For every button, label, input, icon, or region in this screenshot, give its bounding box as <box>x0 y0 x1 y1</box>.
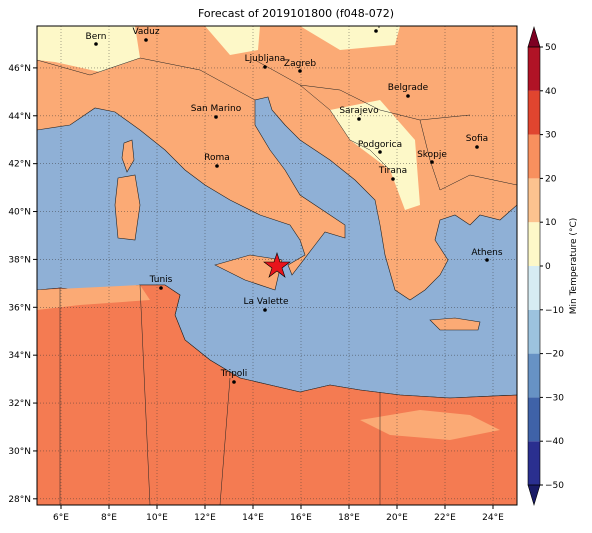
colorbar-tick-label: −40 <box>545 437 564 447</box>
city-label: Bern <box>86 32 107 42</box>
colorbar-extend-min <box>527 484 541 507</box>
city-label: Skopje <box>417 150 447 160</box>
crete <box>429 317 481 331</box>
city-label: Sofia <box>466 134 488 144</box>
city-dot <box>430 160 434 164</box>
city-dot <box>263 308 267 312</box>
colorbar-band <box>528 397 540 442</box>
city-label: Zagreb <box>284 59 316 69</box>
colorbar-tick-label: 50 <box>545 43 557 53</box>
x-tick-label: 6°E <box>53 513 69 523</box>
colorbar-tick-label: −20 <box>545 350 564 360</box>
city-dot <box>357 117 361 121</box>
x-tick-label: 16°E <box>290 513 312 523</box>
x-tick-label: 12°E <box>194 513 216 523</box>
city-label: Tripoli <box>220 369 248 379</box>
axes: 6°E 8°E 10°E 12°E 14°E 16°E 18°E 20°E 22°E 24°E 28… <box>8 64 504 523</box>
y-tick-label: 44°N <box>8 112 31 122</box>
y-tick-label: 40°N <box>8 208 31 218</box>
city-label: Athens <box>471 248 502 258</box>
highland <box>205 26 260 55</box>
y-tick-label: 34°N <box>8 351 31 361</box>
city-dot <box>485 258 489 262</box>
colorbar-tick-label: −30 <box>545 393 564 403</box>
colorbar-band <box>528 90 540 135</box>
alps <box>37 26 140 72</box>
colorbar-label: Min Temperature (°C) <box>569 218 579 315</box>
colorbar-tick-label: 10 <box>545 218 557 228</box>
city-dot <box>214 115 218 119</box>
city-label: Podgorica <box>358 140 402 150</box>
city-dot <box>374 29 378 33</box>
sardinia <box>114 174 141 241</box>
colorbar-band <box>528 309 540 354</box>
desert-high <box>360 410 500 440</box>
city-dot <box>391 177 395 181</box>
city-label: Budapest <box>355 19 398 29</box>
colorbar-band <box>528 441 540 485</box>
city-dot <box>298 69 302 73</box>
y-tick-label: 38°N <box>8 255 31 265</box>
atlas <box>37 285 150 310</box>
colorbar-band <box>528 353 540 398</box>
colorbar: −50 −40 −30 −20 −10 0 10 20 30 40 50 <box>527 25 564 507</box>
city-dot <box>406 94 410 98</box>
colorbar-band <box>528 266 540 310</box>
city-dot <box>378 150 382 154</box>
y-tick-label: 30°N <box>8 447 31 457</box>
city-label: La Valette <box>244 297 289 307</box>
city-label: Ljubljana <box>245 54 286 64</box>
city-dot <box>475 145 479 149</box>
borders <box>37 57 517 505</box>
city-dot <box>232 380 236 384</box>
colorbar-extend-max <box>527 25 541 48</box>
city-dot <box>263 65 267 69</box>
x-tick-label: 24°E <box>482 513 504 523</box>
x-tick-label: 22°E <box>434 513 456 523</box>
city-label: Vaduz <box>132 27 159 37</box>
city-dot <box>94 42 98 46</box>
map-title: Forecast of 2019101800 (f048-072) <box>198 7 394 20</box>
x-tick-label: 8°E <box>101 513 117 523</box>
colorbar-tick-label: 0 <box>545 262 551 272</box>
city-label: Belgrade <box>388 83 429 93</box>
colorbar-tick-label: −50 <box>545 481 564 491</box>
y-tick-label: 42°N <box>8 160 31 170</box>
colorbar-band <box>528 47 540 91</box>
city-dot <box>144 38 148 42</box>
y-tick-label: 32°N <box>8 399 31 409</box>
x-tick-label: 10°E <box>146 513 168 523</box>
sicily <box>214 254 283 291</box>
city-label: Tunis <box>149 275 173 285</box>
city-label: San Marino <box>191 104 242 114</box>
forecast-point <box>263 252 291 278</box>
colorbar-tick-label: 20 <box>545 174 557 184</box>
y-tick-label: 46°N <box>8 64 31 74</box>
city-dot <box>215 164 219 168</box>
x-tick-label: 20°E <box>386 513 408 523</box>
map-frame <box>36 25 518 506</box>
colorbar-tick-label: 30 <box>545 131 557 141</box>
city-label: Tirana <box>378 166 407 176</box>
city-dot <box>159 286 163 290</box>
x-tick-label: 18°E <box>338 513 360 523</box>
city-label: Roma <box>204 153 230 163</box>
colorbar-band <box>528 222 540 266</box>
colorbar-tick-label: −10 <box>545 306 564 316</box>
y-tick-label: 28°N <box>8 495 31 505</box>
corsica <box>121 139 135 173</box>
colorbar-band <box>528 134 540 179</box>
colorbar-band <box>528 178 540 223</box>
colorbar-tick-label: 40 <box>545 87 557 97</box>
x-tick-label: 14°E <box>242 513 264 523</box>
city-label: Sarajevo <box>339 106 379 116</box>
y-tick-label: 36°N <box>8 303 31 313</box>
